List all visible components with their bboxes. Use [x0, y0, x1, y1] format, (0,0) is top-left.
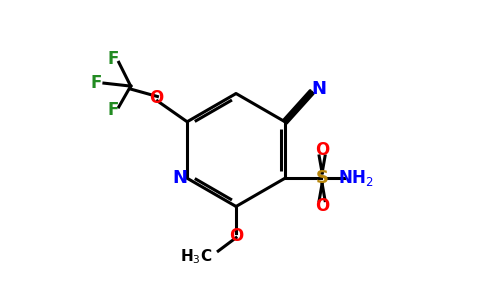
Text: O: O	[149, 89, 163, 107]
Text: NH$_2$: NH$_2$	[338, 168, 374, 188]
Text: S: S	[316, 169, 329, 187]
Text: N: N	[172, 169, 187, 187]
Text: F: F	[91, 74, 102, 92]
Text: O: O	[315, 197, 329, 215]
Text: F: F	[107, 101, 119, 119]
Text: O: O	[229, 227, 243, 245]
Text: N: N	[312, 80, 327, 98]
Text: O: O	[315, 141, 329, 159]
Text: H$_3$C: H$_3$C	[180, 248, 212, 266]
Text: F: F	[107, 50, 119, 68]
